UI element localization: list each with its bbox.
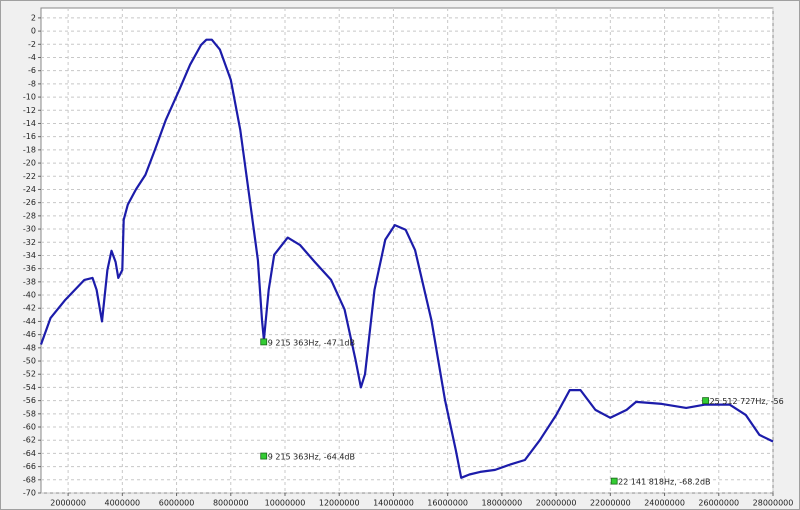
- y-tick-label: -32: [23, 238, 36, 247]
- x-tick-label: 14000000: [373, 499, 414, 508]
- y-tick-label: -18: [23, 145, 36, 154]
- y-tick-label: -40: [23, 291, 36, 300]
- line-series: [39, 38, 774, 479]
- x-tick-label: 26000000: [698, 499, 739, 508]
- y-tick-label: 2: [31, 13, 36, 22]
- marker: [610, 477, 618, 485]
- marker-label: 25 512 727Hz, -56: [710, 397, 784, 406]
- x-tick-label: 20000000: [536, 499, 577, 508]
- y-tick-label: -12: [23, 106, 36, 115]
- marker-label: 9 215 363Hz, -47.1dB: [268, 338, 355, 347]
- y-tick-label: -16: [23, 132, 36, 141]
- y-tick-label: -52: [23, 370, 36, 379]
- y-tick-label: -8: [28, 79, 36, 88]
- y-tick-label: -20: [23, 159, 36, 168]
- y-tick-label: -30: [23, 225, 36, 234]
- y-tick-label: -56: [23, 396, 36, 405]
- y-tick-label: -64: [23, 449, 36, 458]
- y-tick-label: -28: [23, 211, 36, 220]
- y-tick-label: -6: [28, 66, 36, 75]
- marker: [260, 338, 268, 346]
- x-tick-label: 18000000: [482, 499, 523, 508]
- x-tick-label: 12000000: [319, 499, 360, 508]
- x-tick-label: 24000000: [644, 499, 685, 508]
- y-tick-label: -70: [23, 489, 36, 498]
- y-tick-label: 0: [31, 27, 36, 36]
- plot-area: [40, 7, 774, 494]
- y-tick-label: -2: [28, 40, 36, 49]
- y-tick-label: -42: [23, 304, 36, 313]
- x-tick-label: 28000000: [753, 499, 794, 508]
- y-tick-label: -54: [23, 383, 36, 392]
- y-tick-label: -50: [23, 357, 36, 366]
- marker-label: 9 215 363Hz, -64.4dB: [268, 453, 355, 462]
- marker: [702, 397, 709, 405]
- y-tick-label: -66: [23, 462, 36, 471]
- y-tick-label: -36: [23, 264, 36, 273]
- y-tick-label: -44: [23, 317, 36, 326]
- y-tick-label: -48: [23, 343, 36, 352]
- y-tick-label: -24: [23, 185, 36, 194]
- x-tick-label: 4000000: [105, 499, 141, 508]
- y-tick-label: -68: [23, 475, 36, 484]
- y-tick-label: -34: [23, 251, 36, 260]
- y-tick-label: -58: [23, 409, 36, 418]
- y-tick-label: -60: [23, 423, 36, 432]
- y-tick-label: -10: [23, 93, 36, 102]
- y-tick-label: -46: [23, 330, 36, 339]
- y-tick-label: -62: [23, 436, 36, 445]
- y-tick-label: -22: [23, 172, 36, 181]
- x-tick-label: 6000000: [159, 499, 195, 508]
- y-tick-label: -38: [23, 277, 36, 286]
- y-tick-label: -4: [28, 53, 36, 62]
- y-tick-label: -14: [23, 119, 36, 128]
- x-tick-label: 2000000: [50, 499, 86, 508]
- x-tick-label: 16000000: [427, 499, 468, 508]
- x-tick-label: 10000000: [265, 499, 306, 508]
- marker: [260, 452, 268, 460]
- x-tick-label: 8000000: [213, 499, 249, 508]
- marker-label: 22 141 818Hz, -68.2dB: [618, 478, 710, 487]
- y-tick-label: -26: [23, 198, 36, 207]
- x-tick-label: 22000000: [590, 499, 631, 508]
